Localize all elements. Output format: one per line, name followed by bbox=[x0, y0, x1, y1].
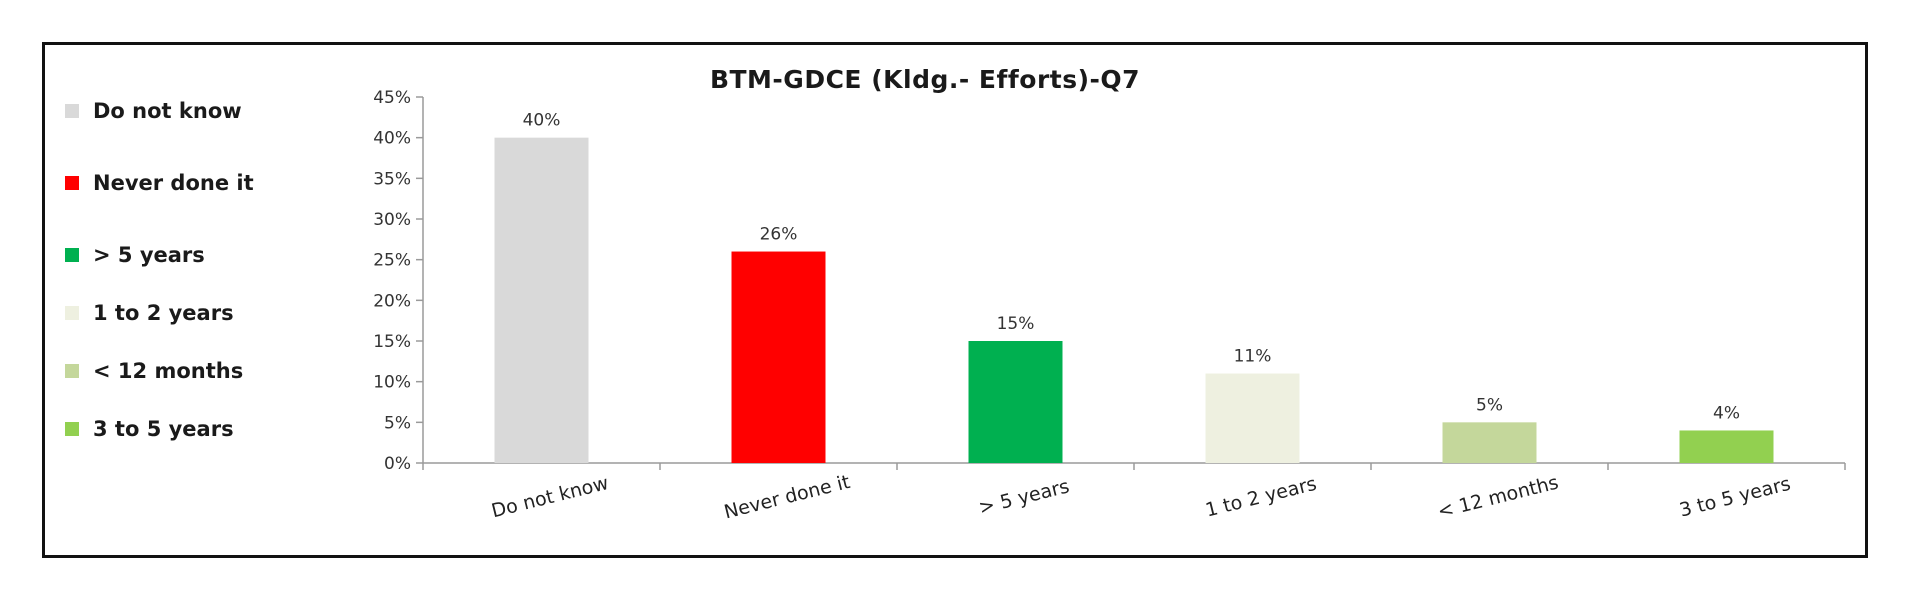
bar-2 bbox=[731, 251, 826, 463]
bar-4 bbox=[1205, 373, 1300, 463]
legend-item-1-to-2-years: 1 to 2 years bbox=[65, 299, 305, 327]
legend-item-over-5-years: > 5 years bbox=[65, 241, 305, 269]
y-tick-label: 25% bbox=[373, 251, 411, 271]
data-label: 26% bbox=[760, 225, 798, 245]
data-label: 5% bbox=[1476, 395, 1503, 415]
legend-swatch bbox=[65, 176, 79, 190]
y-tick-label: 20% bbox=[373, 291, 411, 311]
y-tick-label: 10% bbox=[373, 373, 411, 393]
chart-title: BTM-GDCE (Kldg.- Efforts)-Q7 bbox=[709, 65, 1141, 94]
chart-frame: BTM-GDCE (Kldg.- Efforts)-Q7 Do not know… bbox=[42, 42, 1868, 558]
x-category-label: Never done it bbox=[722, 471, 852, 524]
y-tick-label: 5% bbox=[384, 413, 411, 433]
legend-label: Never done it bbox=[93, 171, 254, 195]
data-label: 4% bbox=[1713, 403, 1740, 423]
x-category-label: < 12 months bbox=[1435, 472, 1560, 523]
bar-3 bbox=[968, 341, 1063, 463]
bar-6 bbox=[1679, 430, 1774, 463]
legend-label: > 5 years bbox=[93, 243, 205, 267]
bar-chart-plot: 0% 5% 10% 15% 20% 25% 30% 35% 40% 45% 40% Do not kn… bbox=[373, 88, 1846, 524]
y-tick-label: 15% bbox=[373, 332, 411, 352]
y-tick-label: 45% bbox=[373, 88, 411, 108]
data-label: 40% bbox=[523, 111, 561, 131]
legend-label: Do not know bbox=[93, 99, 242, 123]
y-tick-label: 0% bbox=[384, 454, 411, 474]
legend-swatch bbox=[65, 104, 79, 118]
legend-swatch bbox=[65, 306, 79, 320]
x-category-label: 1 to 2 years bbox=[1203, 473, 1319, 522]
legend-item-3-to-5-years: 3 to 5 years bbox=[65, 415, 305, 443]
legend-label: 3 to 5 years bbox=[93, 417, 234, 441]
y-tick-label: 40% bbox=[373, 129, 411, 149]
legend-item-under-12-months: < 12 months bbox=[65, 357, 305, 385]
legend-item-do-not-know: Do not know bbox=[65, 97, 305, 125]
legend-swatch bbox=[65, 422, 79, 436]
bar-1 bbox=[494, 137, 589, 463]
x-category-label: Do not know bbox=[489, 472, 610, 522]
legend-item-never-done-it: Never done it bbox=[65, 169, 305, 197]
legend-label: 1 to 2 years bbox=[93, 301, 234, 325]
legend-swatch bbox=[65, 364, 79, 378]
x-category-label: 3 to 5 years bbox=[1677, 473, 1793, 522]
legend-label: < 12 months bbox=[93, 359, 244, 383]
data-label: 15% bbox=[997, 314, 1035, 334]
data-label: 11% bbox=[1234, 347, 1272, 367]
y-tick-label: 35% bbox=[373, 169, 411, 189]
legend-swatch bbox=[65, 248, 79, 262]
x-category-label: > 5 years bbox=[977, 475, 1072, 519]
y-tick-label: 30% bbox=[373, 210, 411, 230]
bar-5 bbox=[1442, 422, 1537, 463]
